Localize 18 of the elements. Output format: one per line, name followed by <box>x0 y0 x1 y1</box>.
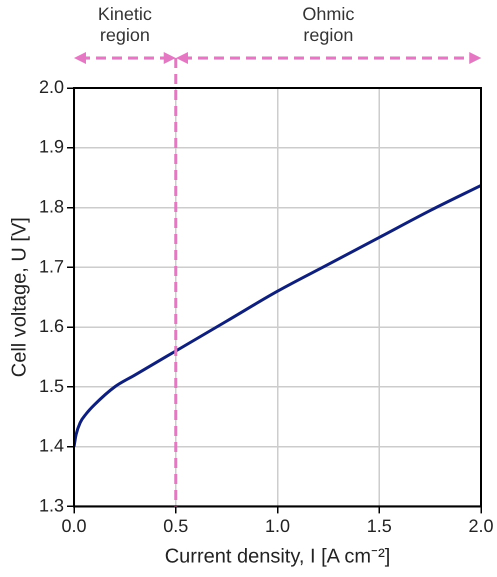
line-series <box>74 184 481 448</box>
y-tick-label: 2.0 <box>38 76 64 97</box>
x-tick-label: 0.5 <box>163 516 188 536</box>
x-tick-label: 1.0 <box>264 516 290 536</box>
y-tick-label: 1.7 <box>38 256 64 276</box>
x-tick-label: 0.0 <box>62 516 87 536</box>
y-tick-label: 1.3 <box>38 495 64 516</box>
y-tick-label: 1.6 <box>38 316 64 336</box>
x-axis-title: Current density, I [A cm⁻²] <box>164 546 390 568</box>
y-axis-title: Cell voltage, U [V] <box>8 217 31 378</box>
text: Ohmic region <box>301 4 356 46</box>
x-tick-label: 1.5 <box>366 516 392 536</box>
y-tick-label: 1.9 <box>38 136 64 157</box>
text: Kinetic region <box>96 4 153 46</box>
x-tick-label: 2.0 <box>468 516 494 536</box>
y-tick-label: 1.5 <box>38 376 64 396</box>
y-tick-label: 1.4 <box>38 436 64 456</box>
y-tick-label: 1.8 <box>38 196 64 217</box>
